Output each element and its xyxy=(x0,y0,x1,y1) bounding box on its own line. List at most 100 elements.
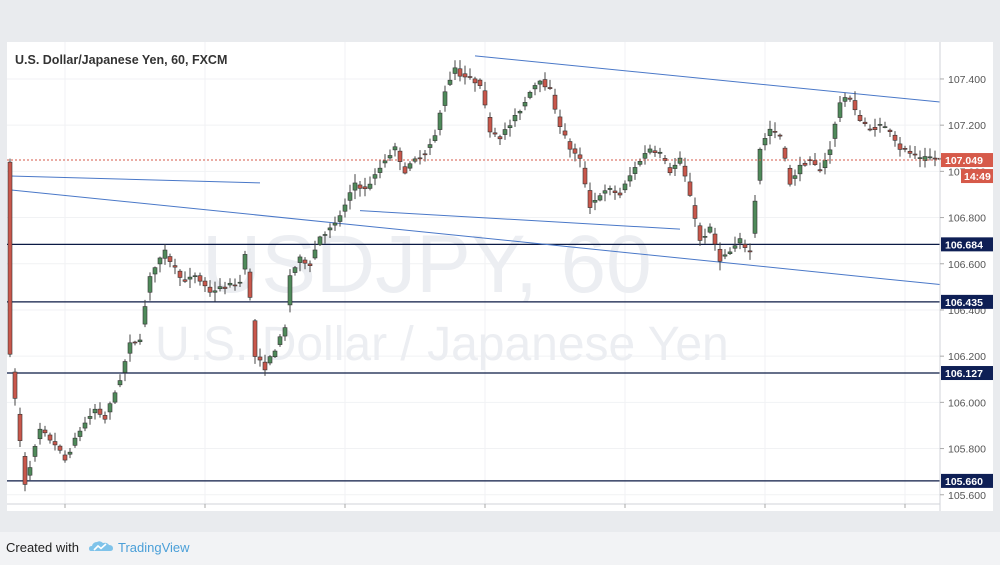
candle xyxy=(702,228,708,244)
candle-body xyxy=(17,413,23,441)
candle-body xyxy=(702,236,708,238)
candle-body xyxy=(92,408,98,414)
candle xyxy=(432,129,438,143)
candle xyxy=(27,460,33,481)
candle-body xyxy=(397,150,403,162)
candle xyxy=(197,272,203,286)
candle xyxy=(307,260,313,273)
candle-body xyxy=(427,144,433,148)
candle-body xyxy=(137,339,143,343)
candle-body xyxy=(172,265,178,268)
candle xyxy=(482,81,488,109)
candle-body xyxy=(67,451,73,455)
candle-body xyxy=(757,148,763,181)
candle-body xyxy=(837,102,843,118)
candle-body xyxy=(512,115,518,122)
candle-body xyxy=(212,290,218,293)
candle xyxy=(597,192,603,202)
y-tick-label: 106.600 xyxy=(948,259,986,271)
candle xyxy=(792,169,798,186)
candle xyxy=(402,162,408,175)
candle-body xyxy=(492,132,498,135)
candle-body xyxy=(392,146,398,151)
candle-body xyxy=(347,192,353,201)
candle xyxy=(707,223,713,234)
watermark-name: U.S. Dollar / Japanese Yen xyxy=(155,318,729,371)
candle-body xyxy=(462,73,468,78)
candle xyxy=(777,133,783,140)
price-axis[interactable]: 107.400107.200107.000106.800106.600106.4… xyxy=(940,74,986,502)
candle xyxy=(37,422,43,445)
candle xyxy=(442,85,448,112)
candle xyxy=(82,416,88,432)
level-price-tag-label: 106.127 xyxy=(945,368,983,380)
level-price-tag xyxy=(941,237,993,252)
candle-body xyxy=(612,190,618,193)
candle-body xyxy=(697,225,703,241)
candle-body xyxy=(77,430,83,437)
candle xyxy=(142,299,148,328)
candlestick-chart[interactable]: USDJPY, 60 U.S. Dollar / Japanese Yen 10… xyxy=(7,42,993,511)
level-price-tag-label: 106.435 xyxy=(945,297,983,309)
candle-body xyxy=(522,102,528,107)
candle-body xyxy=(647,148,653,153)
candle xyxy=(682,157,688,182)
candle xyxy=(922,147,928,168)
candle xyxy=(722,249,728,260)
candle xyxy=(42,425,48,437)
candle-body xyxy=(592,200,598,203)
candle-body xyxy=(717,248,723,262)
candle xyxy=(47,432,53,444)
candle xyxy=(592,192,598,211)
tradingview-cloud-icon[interactable] xyxy=(88,538,114,554)
candle xyxy=(67,448,73,459)
candle xyxy=(422,149,428,162)
candles xyxy=(7,60,943,492)
candle-body xyxy=(582,167,588,185)
candle-body xyxy=(637,161,643,165)
candle-body xyxy=(917,157,923,159)
candle xyxy=(887,128,893,138)
candle-body xyxy=(537,80,543,85)
candle-body xyxy=(222,286,228,289)
candle xyxy=(772,122,778,139)
candle xyxy=(747,243,753,260)
candle-body xyxy=(42,429,48,434)
candle-body xyxy=(517,110,523,114)
candle-body xyxy=(567,141,573,150)
trendline xyxy=(359,210,681,230)
candle xyxy=(177,269,183,287)
candle xyxy=(112,390,118,404)
candle-body xyxy=(847,97,853,100)
candle xyxy=(602,184,608,202)
candle-body xyxy=(662,158,668,161)
trendline xyxy=(9,175,261,184)
candle-body xyxy=(887,129,893,132)
candle xyxy=(342,198,348,218)
candle xyxy=(392,142,398,157)
candle-body xyxy=(107,403,113,413)
watermark-symbol: USDJPY, 60 xyxy=(202,219,652,310)
candle xyxy=(517,109,523,121)
candle-body xyxy=(452,67,458,74)
candle xyxy=(17,407,23,447)
candle xyxy=(902,145,908,153)
horizontal-levels xyxy=(7,243,940,482)
created-with-text: Created with xyxy=(6,540,79,555)
tradingview-brand-link[interactable]: TradingView xyxy=(118,540,190,555)
candle xyxy=(12,368,18,406)
candle xyxy=(797,156,803,182)
chart-panel[interactable]: USDJPY, 60 U.S. Dollar / Japanese Yen 10… xyxy=(7,42,993,511)
time-axis[interactable]: 345691011 xyxy=(62,504,911,511)
candle xyxy=(22,452,28,492)
candle xyxy=(477,78,483,89)
candle-body xyxy=(722,254,728,257)
candle-body xyxy=(32,446,38,457)
footer-bar xyxy=(0,532,1000,565)
candle-body xyxy=(867,128,873,131)
candle-body xyxy=(57,445,63,451)
candle xyxy=(72,432,78,448)
candle xyxy=(877,117,883,133)
candle xyxy=(632,161,638,180)
candle xyxy=(802,160,808,167)
